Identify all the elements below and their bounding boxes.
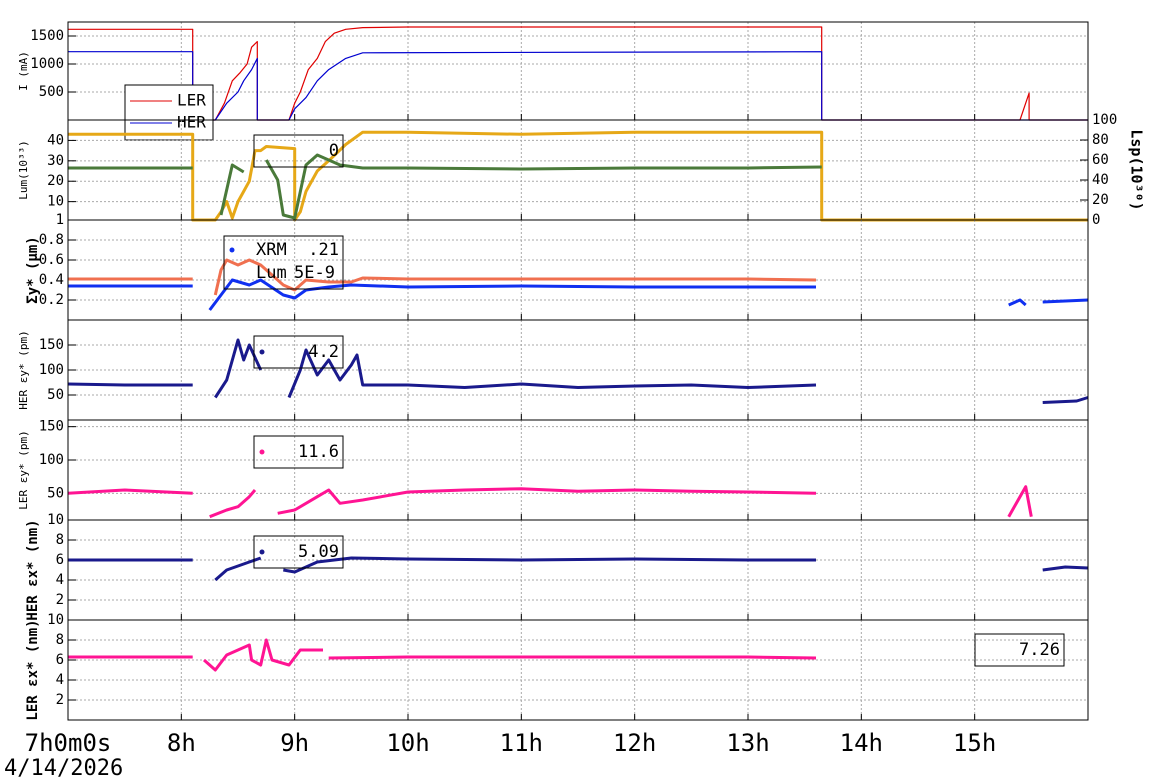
annotation-box <box>974 633 1065 667</box>
y-tick-label: 10 <box>47 612 64 628</box>
annotation: 0 <box>329 141 339 161</box>
y2-tick-label: 100 <box>1092 112 1117 128</box>
series-line <box>68 153 822 220</box>
y-axis-title: HER εy* (pm) <box>17 330 30 409</box>
series-line <box>68 278 1089 311</box>
y-axis-title: Lum(10³³) <box>17 140 30 200</box>
x-tick-label: 12h <box>613 729 656 757</box>
y2-tick-label: 80 <box>1092 132 1109 148</box>
series-line <box>68 130 1088 222</box>
y-tick-label: 500 <box>39 84 64 100</box>
y-tick-label: 0.4 <box>39 272 64 288</box>
y-tick-label: 150 <box>39 419 64 435</box>
series-line <box>68 26 1088 121</box>
annotation-box <box>253 535 344 569</box>
annotation-box <box>223 235 344 290</box>
legend-label: LER <box>177 91 206 110</box>
y2-tick-label: 20 <box>1092 192 1109 208</box>
y-tick-label: 50 <box>47 387 64 403</box>
annotation: Lum <box>256 263 287 283</box>
annotation: 5E-9 <box>294 263 335 283</box>
y-tick-label: 6 <box>56 652 64 668</box>
y-axis-title: Σy* (μm) <box>25 236 41 303</box>
panel-frame <box>67 619 1089 721</box>
y-axis-title: HER εx* (nm) <box>25 519 41 620</box>
panel-frame <box>67 119 1089 221</box>
y-tick-label: 1500 <box>30 28 64 44</box>
date-label: 4/14/2026 <box>4 756 123 781</box>
x-tick-label: 10h <box>386 729 429 757</box>
y-tick-label: 0.6 <box>39 252 64 268</box>
y-tick-label: 4 <box>56 572 64 588</box>
annotation-box <box>253 435 344 469</box>
y-tick-label: 0.8 <box>39 232 64 248</box>
series-line <box>68 258 817 296</box>
y2-tick-label: 40 <box>1092 172 1109 188</box>
y-tick-label: 50 <box>47 485 64 501</box>
annotation: 5.09 <box>298 542 339 562</box>
y-tick-label: 10 <box>47 194 64 210</box>
annotation: XRM <box>256 240 287 260</box>
annotation-box <box>253 335 344 369</box>
y-axis-title: I (mA) <box>17 51 30 91</box>
panel-frame <box>67 419 1089 521</box>
series-line <box>68 556 1089 582</box>
y-tick-label: 10 <box>47 512 64 528</box>
y-tick-label: 1 <box>56 212 64 228</box>
annotation: 11.6 <box>298 442 339 462</box>
legend-marker <box>229 247 235 253</box>
x-tick-label: 14h <box>840 729 883 757</box>
y-tick-label: 4 <box>56 672 64 688</box>
y-tick-label: 6 <box>56 552 64 568</box>
y-axis-title: LER εx* (nm) <box>25 619 41 720</box>
y-axis-title: LER εy* (pm) <box>17 430 30 509</box>
legend-marker <box>259 549 265 555</box>
legend-marker <box>259 449 265 455</box>
x-tick-label: 15h <box>953 729 996 757</box>
y-tick-label: 150 <box>39 337 64 353</box>
legend-marker <box>259 349 265 355</box>
annotation-box <box>253 134 344 168</box>
y-tick-label: 2 <box>56 592 64 608</box>
y-tick-label: 100 <box>39 452 64 468</box>
series-line <box>68 638 817 672</box>
y-tick-label: 20 <box>47 173 64 189</box>
series-line <box>67 338 1089 404</box>
y2-tick-label: 0 <box>1092 212 1100 228</box>
panel-frame <box>67 519 1089 621</box>
y-tick-label: 8 <box>56 632 64 648</box>
legend-label: HER <box>177 113 206 132</box>
annotation: 7.26 <box>1019 640 1060 660</box>
y2-axis-title: Lsp(10³⁰) <box>1128 129 1146 210</box>
annotation: 4.2 <box>308 342 339 362</box>
series-line <box>67 485 1033 519</box>
y-tick-label: 1000 <box>30 56 64 72</box>
x-tick-label: 11h <box>500 729 543 757</box>
x-tick-label: 7h0m0s <box>25 729 112 757</box>
y-tick-label: 8 <box>56 532 64 548</box>
x-tick-label: 13h <box>726 729 769 757</box>
y-tick-label: 30 <box>47 153 64 169</box>
y2-tick-label: 60 <box>1092 152 1109 168</box>
legend-box <box>124 84 214 141</box>
y-tick-label: 0.2 <box>39 292 64 308</box>
y-tick-label: 2 <box>56 692 64 708</box>
y-tick-label: 100 <box>39 362 64 378</box>
x-tick-label: 8h <box>167 729 196 757</box>
annotation: .21 <box>308 240 339 260</box>
panel-frame <box>67 21 1089 121</box>
y-tick-label: 40 <box>47 132 64 148</box>
x-tick-label: 9h <box>280 729 309 757</box>
